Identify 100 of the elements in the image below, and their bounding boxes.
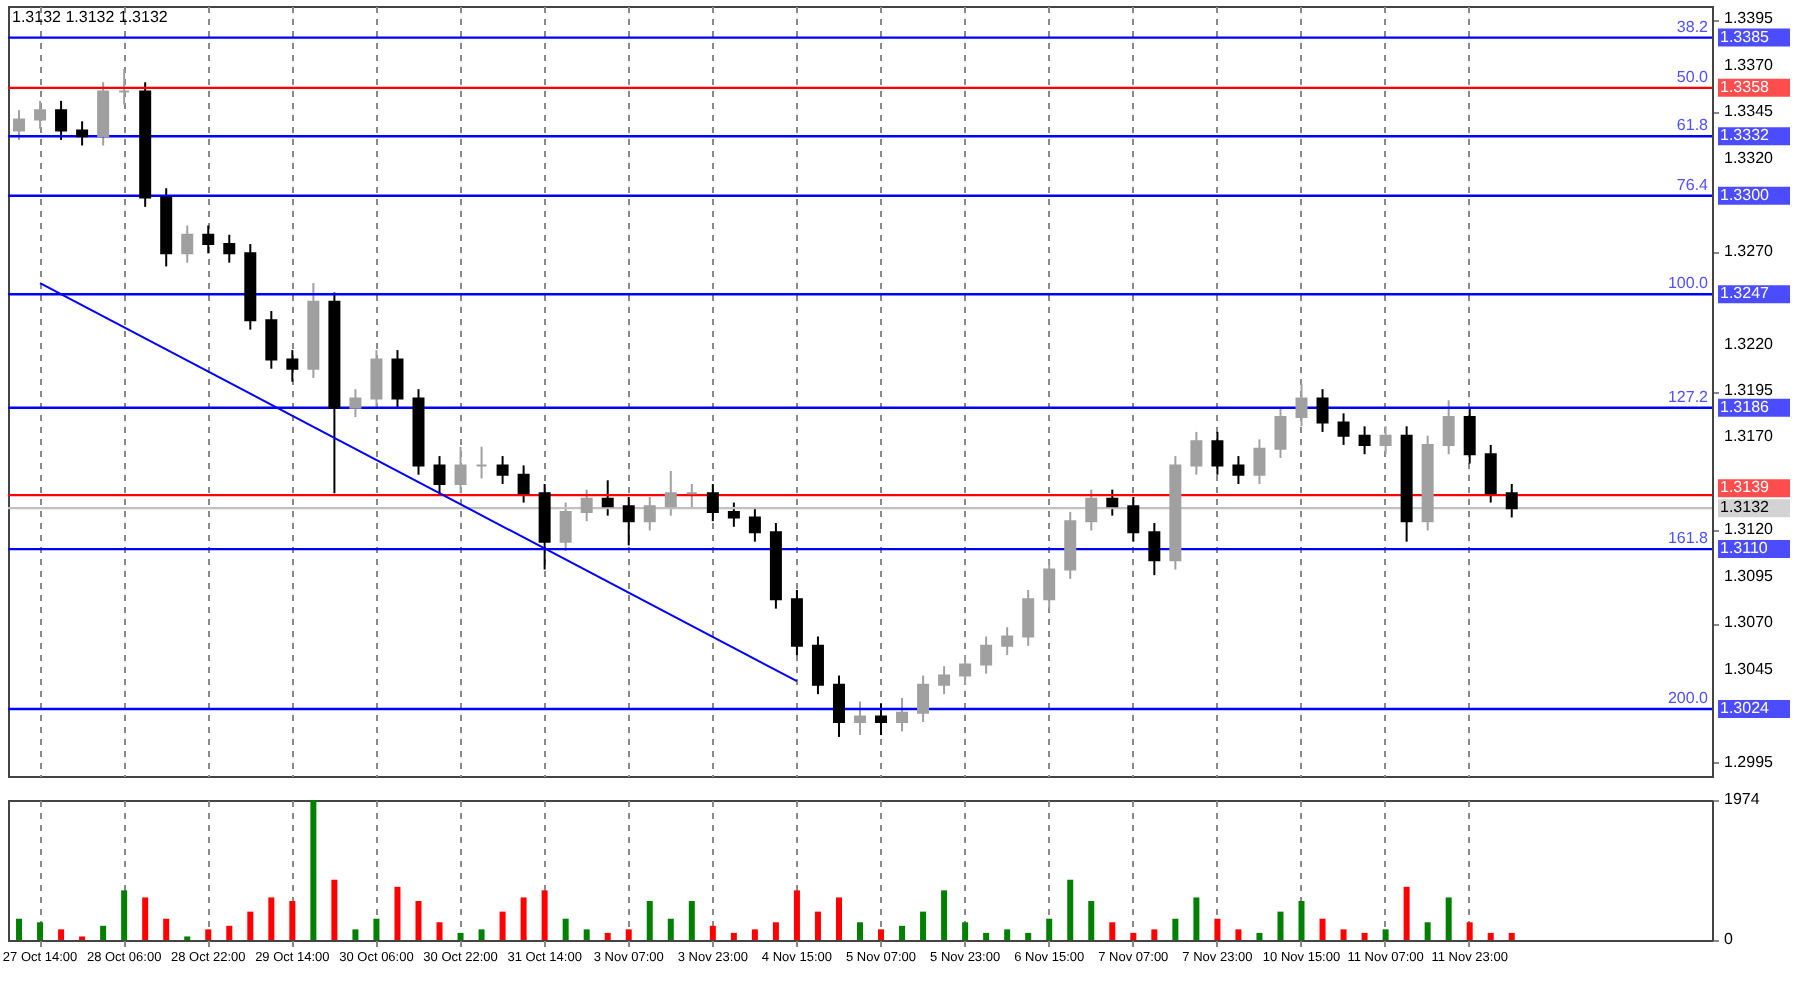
bar: [352, 929, 359, 940]
candlestick: [1127, 496, 1140, 543]
candlestick: [76, 120, 89, 147]
candlestick: [391, 349, 404, 409]
candlestick: [790, 589, 803, 657]
y-tick-label: 1.3095: [1724, 566, 1775, 585]
annotation: 200.0: [1667, 689, 1710, 708]
bar: [58, 929, 65, 940]
bar: [625, 929, 632, 940]
candlestick: [1190, 430, 1203, 476]
bar: [920, 911, 927, 940]
bar: [1172, 918, 1179, 940]
y-tick-label: 1974: [1724, 790, 1761, 808]
candlestick: [980, 635, 993, 675]
y-tick-label: 1.3220: [1724, 334, 1775, 353]
bar: [878, 929, 885, 940]
bar: [1004, 929, 1011, 940]
ref-line-label: 1.3186: [1720, 397, 1771, 416]
candlestick: [118, 68, 131, 106]
candlestick: [1022, 589, 1035, 647]
bar: [604, 932, 611, 940]
candlestick: [1106, 488, 1119, 517]
y-tick-label: 0: [1724, 930, 1734, 948]
bar: [541, 890, 548, 940]
bar: [373, 918, 380, 940]
candlestick: [1358, 425, 1371, 456]
bar: [205, 929, 212, 940]
bar: [1277, 911, 1284, 940]
bar: [1151, 929, 1158, 940]
bar: [415, 900, 422, 940]
candlestick: [496, 455, 509, 485]
bar: [857, 922, 863, 940]
candlestick: [601, 479, 614, 517]
ref-line-label: 1.3300: [1720, 185, 1771, 204]
bar: [478, 929, 485, 940]
bar: [751, 929, 758, 940]
bar: [1214, 918, 1221, 940]
bar: [1403, 886, 1410, 940]
bar: [520, 897, 527, 940]
bar: [1067, 879, 1074, 940]
bar: [499, 911, 506, 940]
candlestick: [286, 349, 299, 383]
candlestick: [1463, 406, 1476, 465]
candlestick: [1211, 430, 1224, 476]
ref-line-label: 1.3024: [1720, 699, 1771, 718]
candlestick: [622, 496, 635, 547]
bar: [562, 918, 569, 940]
bar: [121, 890, 128, 940]
ref-line-label: 1.3132: [1720, 498, 1771, 517]
annotation: 161.8: [1667, 529, 1710, 548]
bar: [37, 922, 44, 940]
annotation: 61.8: [1676, 116, 1710, 135]
bar: [1340, 929, 1347, 940]
bar: [899, 925, 906, 940]
y-tick-label: 1.3270: [1724, 241, 1775, 260]
candlestick: [55, 99, 68, 141]
candlestick: [1505, 483, 1518, 519]
candlestick: [811, 635, 824, 696]
ref-line-label: 1.3110: [1720, 539, 1769, 558]
candlestick: [454, 445, 467, 495]
candlestick: [1253, 438, 1266, 485]
bar: [730, 932, 737, 940]
bar: [268, 897, 275, 940]
candlestick: [1379, 425, 1392, 456]
bar: [772, 922, 779, 940]
candlestick: [559, 501, 572, 552]
candlestick: [832, 674, 845, 738]
annotation: 1.3132 1.3132 1.3132: [12, 8, 169, 26]
candlestick: [97, 81, 110, 147]
bar: [1445, 897, 1452, 940]
candlestick: [1295, 382, 1308, 428]
candlestick: [370, 349, 383, 409]
y-tick-label: 1.3345: [1724, 102, 1775, 121]
bar: [709, 925, 716, 940]
y-tick-label: 1.3120: [1724, 520, 1775, 539]
bar: [1088, 900, 1095, 940]
annotation: 100.0: [1667, 274, 1710, 293]
y-tick-label: 1.3370: [1724, 55, 1775, 74]
bar: [226, 925, 233, 940]
bar: [1025, 932, 1032, 940]
candlestick: [1484, 443, 1497, 504]
bar: [142, 897, 149, 940]
candlestick: [1337, 412, 1350, 446]
bar: [1256, 932, 1263, 940]
bar: [667, 918, 674, 940]
candlestick: [917, 674, 930, 724]
candlestick: [1001, 626, 1014, 657]
y-tick-label: 1.3070: [1724, 613, 1775, 632]
bar: [1109, 922, 1116, 940]
bar: [1508, 932, 1515, 940]
candlestick: [1274, 406, 1287, 459]
bar: [289, 900, 296, 940]
annotation: 76.4: [1676, 175, 1710, 194]
y-tick-label: 1.3320: [1724, 148, 1775, 167]
candlestick: [517, 464, 530, 504]
bar: [394, 886, 401, 940]
bar: [1319, 918, 1326, 940]
candlestick: [433, 455, 446, 495]
bar: [1235, 929, 1242, 940]
candlestick: [13, 109, 26, 141]
